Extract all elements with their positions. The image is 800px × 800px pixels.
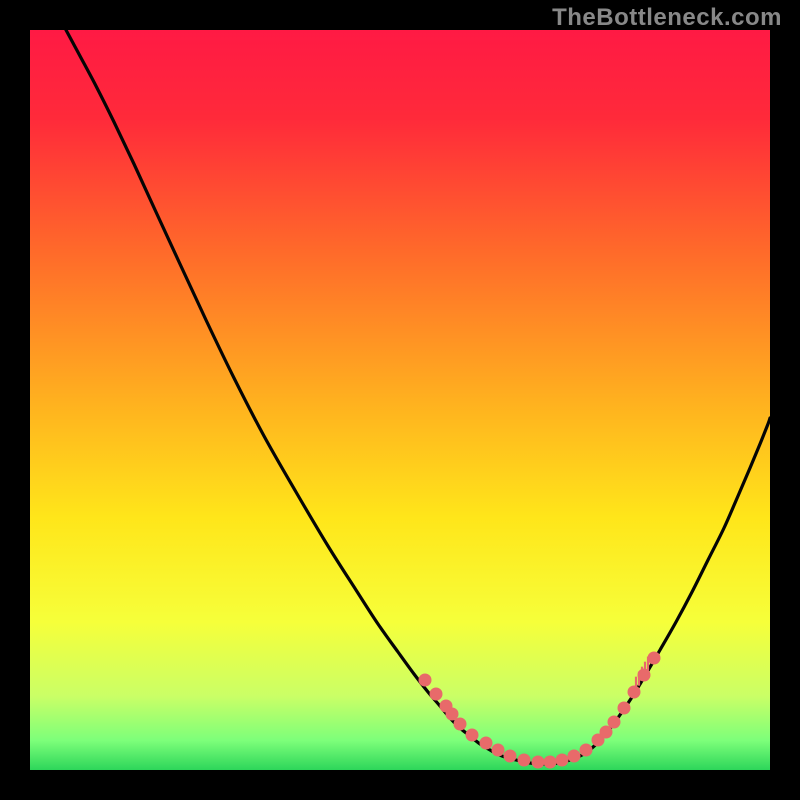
marker-dot (556, 754, 569, 767)
marker-dot (532, 756, 545, 769)
marker-dot (466, 729, 479, 742)
chart-frame: TheBottleneck.com (0, 0, 800, 800)
marker-dot (504, 750, 517, 763)
marker-dot (628, 686, 641, 699)
marker-dot (518, 754, 531, 767)
marker-dot (648, 652, 661, 665)
marker-dot (454, 718, 467, 731)
marker-dot (430, 688, 443, 701)
marker-dot (492, 744, 505, 757)
marker-dot (580, 744, 593, 757)
marker-dot (568, 750, 581, 763)
marker-dot (419, 674, 432, 687)
marker-dot (608, 716, 621, 729)
watermark-text: TheBottleneck.com (552, 4, 782, 32)
bottleneck-chart (30, 30, 770, 770)
marker-dot (544, 756, 557, 769)
marker-dot (480, 737, 493, 750)
marker-dot (618, 702, 631, 715)
